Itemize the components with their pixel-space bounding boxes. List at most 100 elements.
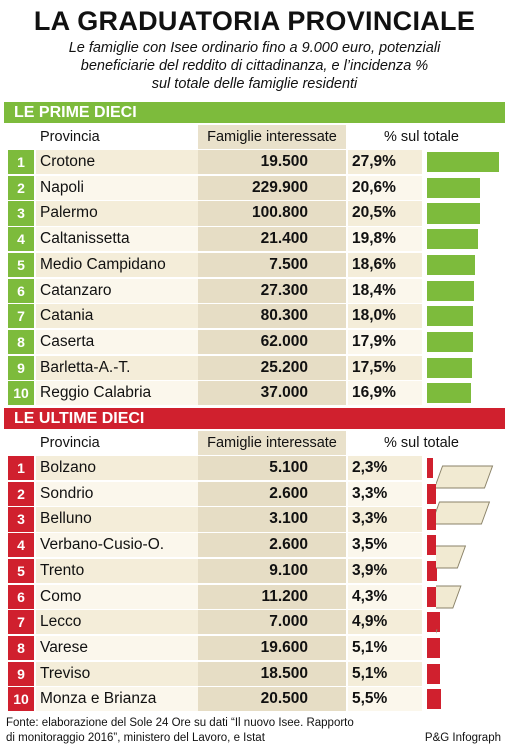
- share-bar: [427, 509, 436, 530]
- families-background: [198, 304, 346, 329]
- families-background: [198, 533, 346, 558]
- share: 18,4%: [352, 281, 396, 299]
- share: 5,1%: [352, 638, 388, 656]
- share-bar: [427, 152, 499, 173]
- rank: 3: [8, 507, 34, 532]
- share-bar: [427, 177, 481, 198]
- pct-background: [348, 584, 422, 609]
- families-background: [198, 507, 346, 532]
- share: 5,1%: [352, 664, 388, 682]
- pct-background: [348, 661, 422, 686]
- province: Barletta-A.-T.: [40, 358, 131, 376]
- subtitle: beneficiarie del reddito di cittadinanza…: [80, 58, 429, 74]
- rank: 1: [8, 456, 34, 481]
- families-background: [198, 610, 346, 635]
- families-background: [198, 456, 346, 481]
- source: di monitoraggio 2016”, ministero del Lav…: [6, 732, 265, 744]
- province: Catanzaro: [40, 281, 112, 299]
- pct-background: [348, 304, 422, 329]
- share-bar: [427, 535, 437, 556]
- share-bar: [427, 280, 475, 301]
- rank: 8: [8, 329, 34, 355]
- families: 37.000: [260, 384, 308, 402]
- families-background: [198, 635, 346, 661]
- share: 17,5%: [352, 358, 396, 376]
- pct-background: [348, 175, 422, 200]
- column-header: % sul totale: [384, 435, 459, 451]
- families: 19.600: [260, 638, 308, 656]
- rank: 6: [8, 278, 34, 303]
- subtitle: Le famiglie con Isee ordinario fino a 9.…: [68, 40, 441, 56]
- families: 2.600: [269, 536, 308, 554]
- families-background: [198, 329, 346, 355]
- province: Bolzano: [40, 459, 97, 476]
- share-bar: [427, 560, 438, 581]
- families: 9.100: [269, 561, 308, 579]
- rank: 1: [8, 150, 34, 175]
- families-background: [198, 227, 346, 252]
- families: 62.000: [260, 332, 308, 350]
- share: 18,6%: [352, 255, 396, 273]
- pct-background: [348, 355, 422, 380]
- province: Medio Campidano: [40, 255, 166, 273]
- families-background: [198, 201, 346, 226]
- province: Treviso: [40, 664, 91, 682]
- families: 20.500: [260, 690, 308, 708]
- share-bar: [427, 586, 439, 607]
- credit: P&G Infograph: [424, 732, 501, 744]
- share-bar: [427, 306, 474, 327]
- column-header: Provincia: [40, 129, 100, 145]
- share: 5,5%: [352, 690, 388, 708]
- pct-background: [348, 329, 422, 355]
- share: 3,9%: [352, 561, 388, 579]
- rank: 8: [8, 635, 34, 661]
- families: 7.500: [269, 255, 308, 273]
- share: 27,9%: [352, 153, 396, 170]
- families: 18.500: [260, 664, 308, 682]
- rank: 9: [8, 355, 34, 380]
- share: 3,5%: [352, 536, 388, 554]
- share-bar: [427, 483, 436, 504]
- families-background: [198, 558, 346, 583]
- share: 4,3%: [352, 587, 388, 605]
- column-header: Famiglie interessate: [198, 431, 346, 455]
- families-background: [198, 687, 346, 712]
- rank: 4: [8, 533, 34, 558]
- share: 3,3%: [352, 510, 388, 528]
- share-bar: [427, 383, 471, 404]
- province: Crotone: [40, 153, 96, 170]
- families: 100.800: [251, 204, 308, 222]
- share-bar: [427, 458, 433, 479]
- families-background: [198, 175, 346, 200]
- rank: 5: [8, 558, 34, 583]
- share-bar: [427, 612, 440, 633]
- families-background: [198, 355, 346, 380]
- families: 80.300: [260, 307, 308, 325]
- share-bar: [427, 663, 441, 684]
- province: Como: [40, 587, 82, 605]
- share-bar: [427, 254, 475, 275]
- column-header: % sul totale: [384, 129, 459, 145]
- pct-background: [348, 610, 422, 635]
- rank: 6: [8, 584, 34, 609]
- pct-background: [348, 533, 422, 558]
- families: 19.500: [260, 153, 308, 170]
- money-decoration: [436, 465, 494, 653]
- province: Caserta: [40, 332, 95, 350]
- families-background: [198, 481, 346, 506]
- province: Monza e Brianza: [40, 690, 157, 708]
- rank: 5: [8, 252, 34, 277]
- families-background: [198, 381, 346, 406]
- province: Trento: [40, 561, 85, 579]
- share: 19,8%: [352, 230, 396, 248]
- rank: 2: [8, 481, 34, 506]
- share: 16,9%: [352, 384, 396, 402]
- province: Catania: [40, 307, 94, 325]
- families: 27.300: [260, 281, 308, 299]
- rank: 10: [8, 687, 34, 712]
- families-background: [198, 584, 346, 609]
- pct-background: [348, 278, 422, 303]
- share: 17,9%: [352, 332, 396, 350]
- rank: 2: [8, 175, 34, 200]
- families-background: [198, 278, 346, 303]
